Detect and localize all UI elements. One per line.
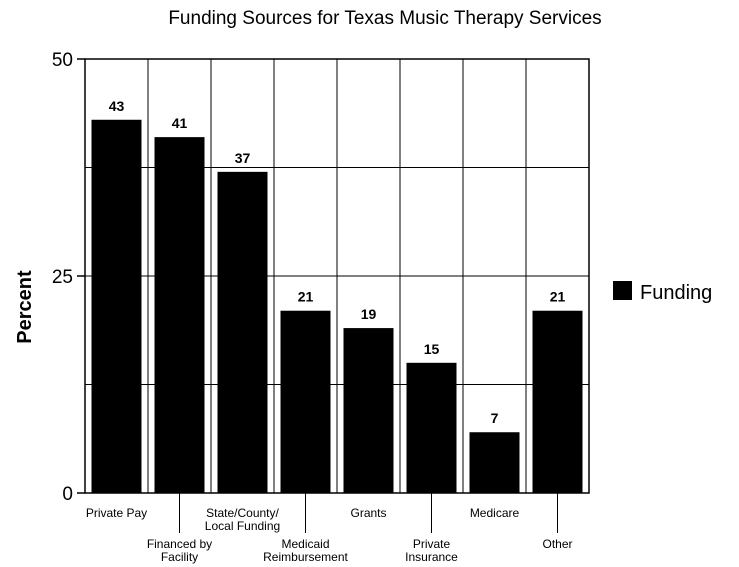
- x-tick-label: Private Pay: [86, 506, 147, 520]
- x-tick-label: Financed by Facility: [147, 537, 212, 564]
- legend: Funding: [613, 281, 712, 304]
- data-label: 15: [424, 341, 440, 357]
- bar: [469, 432, 520, 493]
- data-label: 43: [109, 98, 125, 114]
- data-label: 41: [172, 115, 188, 131]
- data-label: 21: [550, 289, 566, 305]
- bar: [406, 362, 457, 493]
- bar: [343, 328, 394, 493]
- y-tick-label: 0: [62, 484, 73, 505]
- data-label: 21: [298, 289, 314, 305]
- x-tick-label: Other: [542, 537, 572, 551]
- bar: [217, 171, 268, 493]
- x-tick-label: State/County/Local Funding: [205, 506, 280, 533]
- bars: [91, 119, 583, 493]
- bar: [280, 310, 331, 493]
- bar: [154, 137, 205, 493]
- legend-label: Funding: [640, 282, 712, 304]
- data-label: 7: [491, 410, 499, 426]
- data-label: 37: [235, 150, 251, 166]
- y-tick-label: 25: [52, 267, 73, 288]
- x-axis: Private Pay Financed by Facility State/Coun…: [86, 493, 573, 564]
- data-labels: 43 41 37 21 19 15 7 21: [109, 98, 566, 426]
- y-axis: 0 25 50: [52, 50, 85, 505]
- bar: [91, 119, 142, 493]
- x-tick-label: Grants: [350, 506, 386, 520]
- chart-title: Funding Sources for Texas Music Therapy …: [168, 8, 601, 29]
- x-tick-label: Medicare: [470, 506, 520, 520]
- x-tick-label: Medicaid Reimbursement: [263, 537, 348, 564]
- data-label: 19: [361, 306, 377, 322]
- x-tick-label: Private Insurance: [405, 537, 458, 564]
- y-axis-label: Percent: [14, 270, 36, 344]
- y-tick-label: 50: [52, 50, 73, 71]
- bar: [532, 310, 583, 493]
- legend-swatch: [613, 281, 632, 300]
